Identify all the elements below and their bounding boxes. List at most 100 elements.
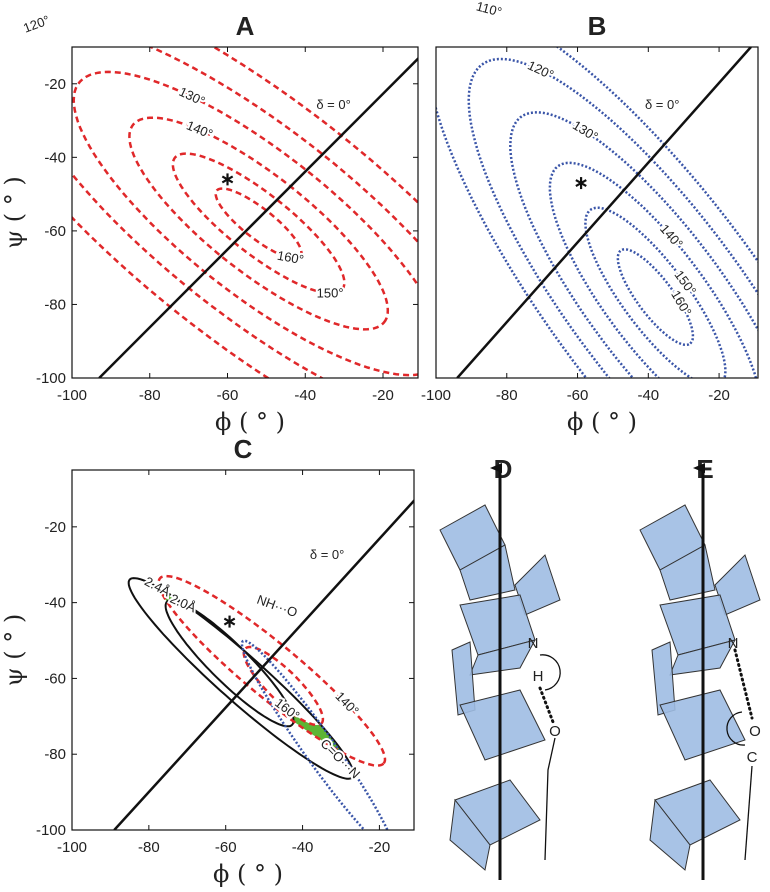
panel-d: D N H O [439,454,561,880]
contour-label: 130° [177,84,208,109]
x-tick-label: -60 [217,387,239,404]
star-stroke [223,617,236,626]
polyhedron [449,798,491,871]
plot-frame [71,469,415,831]
panel-title: B [588,11,607,41]
angle-arc [539,654,561,691]
contour-label: 140° [332,689,361,719]
y-tick-label: -80 [44,746,66,763]
atom-label: C [747,749,758,766]
x-tick-label: -80 [496,387,518,404]
x-tick-label: -100 [57,387,87,404]
contour-line [467,57,758,378]
y-tick-label: -100 [36,370,66,387]
contour-label: 120° [21,12,51,36]
contour-line [128,116,390,331]
contour-line [127,577,355,780]
delta-line [113,498,414,830]
contour-line [242,645,325,727]
x-tick-label: -100 [421,387,451,404]
panel-title: A [236,11,255,41]
panel-title: E [696,454,713,484]
contour-label: 140° [184,118,215,142]
atom-label: O [549,723,561,740]
bond [744,765,753,861]
angle-arc [726,711,746,746]
contour-line [157,574,387,767]
x-tick-label: -80 [138,839,160,856]
star-stroke [221,175,234,184]
x-tick-label: -100 [57,839,87,856]
plot-area [113,498,414,830]
hbond [538,686,555,724]
line-label: δ = 0° [316,97,350,112]
panel-e: E N O C [639,454,761,880]
contour-line [616,248,695,347]
atom-label: H [533,668,544,685]
contour-line [164,599,295,728]
y-tick-label: -100 [36,822,66,839]
annotation: NH···O [255,592,299,620]
x-tick-label: -80 [139,387,161,404]
x-tick-label: -60 [567,387,589,404]
line-label: δ = 0° [645,97,679,112]
star-marker [221,173,234,186]
contour-line [171,152,346,295]
polyhedron [649,798,691,871]
line-label: δ = 0° [310,547,344,562]
contour-line [72,47,418,378]
x-tick-label: -40 [292,839,314,856]
contour-panel: δ = 0°160°150°140°130°120°110°-100-80-60… [421,0,759,436]
star-stroke [575,179,587,188]
plot-frame [435,46,759,379]
x-axis-label: ϕ ( ° ) [213,860,283,888]
polyhedron [659,544,716,601]
contour-line [584,206,727,378]
plot-frame [71,46,419,379]
y-tick-label: -20 [44,519,66,536]
panel-title: D [494,454,513,484]
x-tick-label: -20 [708,387,730,404]
contour-label: 150° [317,285,344,300]
x-tick-label: -60 [215,839,237,856]
atom-label: O [749,723,761,740]
contour-panel: δ = 0°160°150°140°130°120°110°-100-80-60… [0,10,419,436]
delta-line [98,56,418,378]
y-axis-label: ψ ( ° ) [0,176,28,248]
contour-panel: δ = 0°2.4Å2.0Å140°160°NH···OC=O···N-100-… [0,434,415,888]
contour-line [72,47,418,378]
contour-label: 110° [475,0,504,20]
panel-title: C [234,434,253,464]
y-tick-label: -40 [44,149,66,166]
x-axis-label: ϕ ( ° ) [567,408,637,436]
contour-line [509,111,758,378]
y-tick-label: -40 [44,595,66,612]
contour-line [240,639,389,830]
annotation: C=O···N [318,736,364,782]
star-marker [575,177,587,190]
polyhedron [469,639,536,676]
y-tick-label: -20 [44,76,66,93]
contour-line [214,187,303,260]
y-tick-label: -60 [44,670,66,687]
region-cut [165,600,294,727]
contour-label: 120° [525,57,556,82]
atom-label: N [528,635,539,652]
plot-area [72,47,418,378]
plot-area [436,47,758,378]
x-tick-label: -20 [372,387,394,404]
bond [544,737,556,861]
contour-line [72,70,418,377]
x-tick-label: -40 [637,387,659,404]
contour-line [436,47,758,378]
x-tick-label: -40 [294,387,316,404]
y-tick-label: -80 [44,296,66,313]
delta-line [456,47,752,378]
atom-label: N [728,635,739,652]
x-tick-label: -20 [369,839,391,856]
contour-label: 160° [276,248,305,268]
star-marker [223,615,236,628]
y-axis-label: ψ ( ° ) [0,614,28,686]
hbond [733,648,754,720]
